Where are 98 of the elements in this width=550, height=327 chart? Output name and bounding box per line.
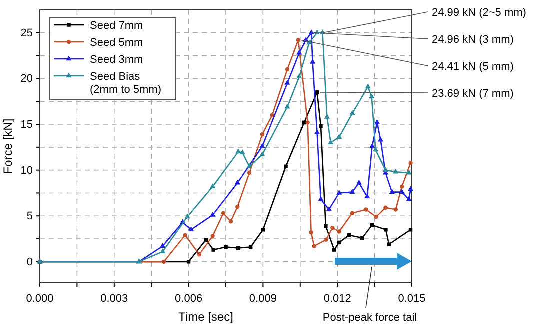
point	[406, 196, 412, 202]
annotation: 24.99 kN (2~5 mm)	[432, 7, 526, 19]
x-tick-label: 0.015	[398, 293, 426, 306]
legend-label: Seed Bias (2mm to 5mm)	[90, 71, 162, 96]
point	[315, 90, 320, 94]
point	[160, 243, 166, 248]
point	[183, 233, 188, 238]
legend-label: Seed 3mm	[90, 54, 144, 66]
point	[224, 245, 228, 250]
point	[324, 238, 328, 242]
annotation: 23.69 kN (7 mm)	[432, 88, 514, 100]
point	[246, 163, 252, 168]
point	[236, 148, 242, 154]
point	[328, 140, 334, 144]
point	[330, 226, 335, 230]
point	[310, 58, 316, 64]
annotation: 24.96 kN (3 mm)	[432, 34, 514, 46]
x-tick-label: 0.006	[175, 293, 203, 306]
point	[332, 248, 336, 252]
point	[337, 230, 342, 234]
point	[236, 246, 240, 250]
point	[400, 184, 404, 189]
x-tick-label: 0.009	[249, 293, 277, 306]
point	[221, 211, 226, 216]
point	[260, 132, 265, 137]
point	[260, 151, 266, 156]
point	[350, 110, 356, 116]
point	[210, 234, 215, 238]
point	[368, 94, 375, 99]
point	[285, 67, 290, 72]
point	[186, 260, 191, 264]
point	[247, 170, 252, 176]
point	[350, 211, 355, 216]
point	[184, 214, 190, 219]
point	[284, 80, 290, 85]
point	[384, 206, 388, 210]
y-axis-title: Force [kN]	[1, 118, 15, 174]
point	[372, 146, 379, 152]
point	[336, 190, 342, 195]
point	[356, 180, 362, 185]
x-axis-title: Time [sec]	[178, 310, 234, 324]
point	[389, 189, 396, 194]
x-tick-label: 0.003	[100, 293, 128, 306]
point	[364, 194, 370, 199]
point	[394, 208, 398, 212]
point	[324, 224, 328, 228]
point	[210, 184, 216, 188]
point	[382, 167, 389, 172]
point	[236, 204, 240, 210]
point	[296, 74, 302, 79]
x-tick-label: 0.000	[26, 293, 54, 306]
point	[406, 170, 412, 175]
point	[260, 143, 266, 148]
point	[408, 160, 413, 166]
point	[296, 50, 302, 55]
point	[408, 186, 414, 192]
point	[296, 38, 301, 42]
point	[306, 120, 310, 125]
point	[188, 226, 194, 232]
x-tick-label: 0.012	[324, 293, 352, 306]
point	[374, 119, 380, 124]
text: Post-peak force tail	[322, 312, 418, 324]
point	[210, 212, 216, 217]
point	[309, 230, 314, 235]
y-tick-label: 10	[20, 164, 33, 177]
point	[378, 136, 384, 142]
point	[393, 168, 399, 174]
legend-label: Seed 5mm	[90, 37, 144, 49]
point	[369, 143, 376, 148]
point	[212, 248, 216, 252]
point	[204, 238, 208, 242]
y-tick-label: 20	[20, 73, 33, 86]
point	[336, 134, 342, 139]
point	[234, 180, 240, 185]
y-tick-label: 0	[26, 256, 33, 268]
point	[365, 84, 371, 89]
point	[284, 164, 288, 169]
point	[326, 206, 332, 212]
point	[197, 252, 202, 257]
point	[399, 189, 405, 194]
point	[312, 244, 316, 248]
y-tick-label: 5	[26, 210, 33, 223]
y-tick-label: 25	[20, 27, 33, 40]
point	[240, 150, 246, 155]
point	[364, 208, 368, 212]
y-tick-label: 15	[20, 119, 33, 132]
point	[228, 220, 234, 224]
point	[384, 228, 388, 232]
point	[360, 236, 364, 240]
point	[350, 189, 356, 194]
point	[374, 214, 378, 220]
point	[318, 196, 324, 202]
annotation: 24.41 kN (5 mm)	[432, 61, 514, 73]
point	[319, 124, 323, 128]
point	[387, 242, 392, 246]
legend-label: Seed 7mm	[90, 20, 144, 32]
point	[162, 260, 166, 264]
point	[308, 30, 314, 35]
